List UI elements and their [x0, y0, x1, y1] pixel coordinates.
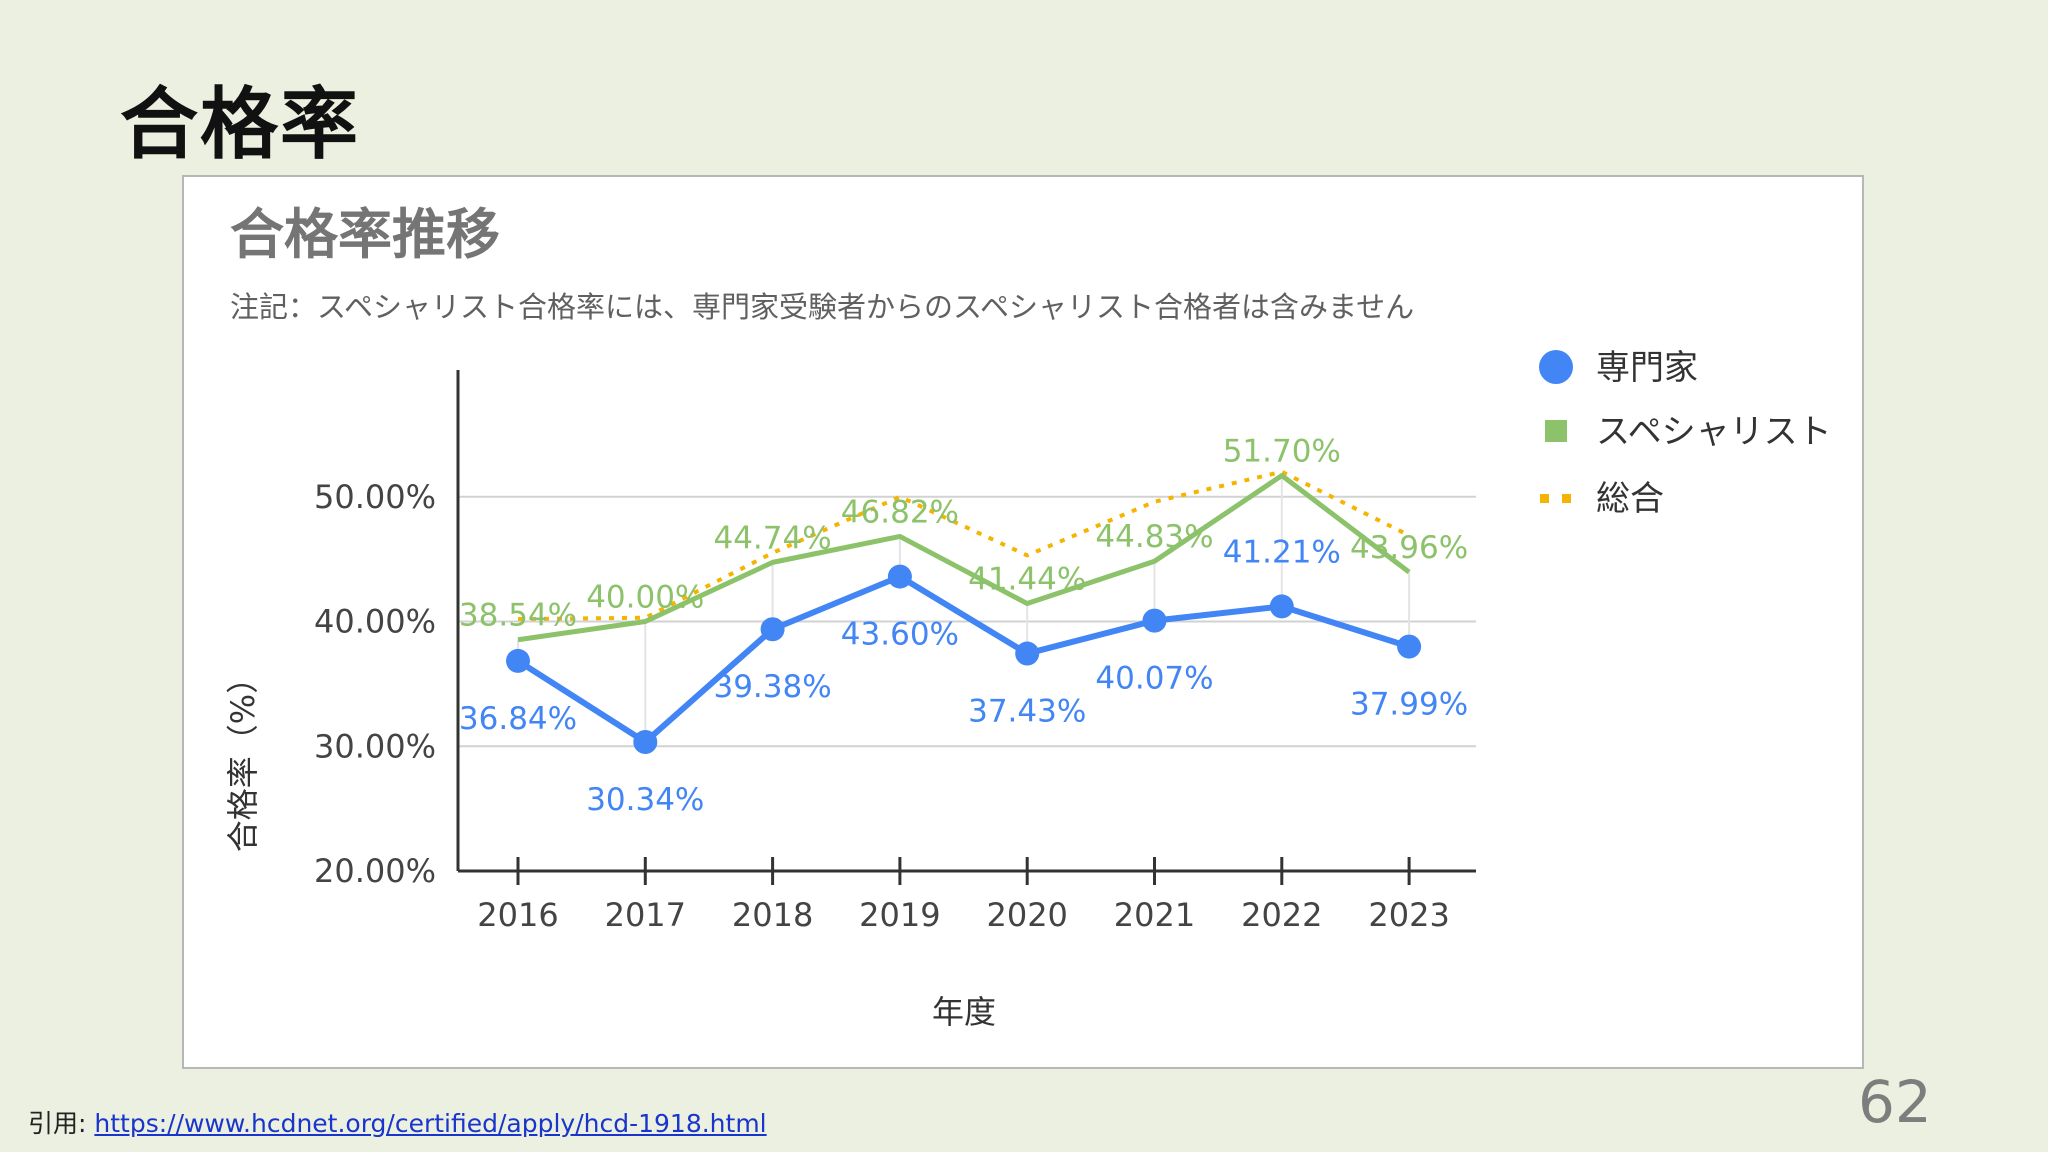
y-tick-label: 30.00% — [314, 727, 436, 765]
data-label-senmonka: 41.21% — [1223, 534, 1341, 570]
axes: 20.00% 30.00% 40.00% 50.00% 2016 2017 2018 2019… — [314, 370, 1476, 934]
line-chart: 合格率推移 注記：スペシャリスト合格率には、専門家受験者からのスペシャリスト合格… — [224, 203, 1832, 1031]
data-label-senmonka: 36.84% — [459, 701, 577, 737]
data-point-senmonka — [887, 564, 912, 589]
data-label-specialist: 51.70% — [1223, 434, 1341, 470]
data-point-senmonka — [1269, 594, 1294, 619]
data-label-specialist: 41.44% — [968, 562, 1086, 598]
data-point-senmonka — [1142, 608, 1167, 633]
x-tick-label: 2020 — [986, 896, 1067, 934]
data-label-senmonka: 39.38% — [713, 669, 831, 705]
data-label-senmonka: 37.43% — [968, 694, 1086, 730]
series-line-senmonka — [516, 573, 1411, 746]
x-tick-label: 2018 — [732, 896, 813, 934]
x-tick-label: 2021 — [1114, 896, 1195, 934]
chart-subtitle: 注記：スペシャリスト合格率には、専門家受験者からのスペシャリスト合格者は含みませ… — [230, 290, 1414, 324]
data-point-senmonka — [633, 730, 658, 755]
citation: 引用: https://www.hcdnet.org/certified/app… — [28, 1104, 767, 1140]
data-label-specialist: 44.83% — [1095, 519, 1213, 555]
data-label-specialist: 44.74% — [713, 520, 831, 556]
y-tick-label: 20.00% — [314, 852, 436, 890]
data-label-specialist: 40.00% — [586, 580, 704, 616]
chart-frame: 合格率推移 注記：スペシャリスト合格率には、専門家受験者からのスペシャリスト合格… — [182, 175, 1864, 1069]
slide-title: 合格率 — [120, 80, 361, 170]
legend-label-total: 総合 — [1596, 479, 1664, 519]
x-tick-label: 2022 — [1241, 896, 1322, 934]
y-tick-label: 50.00% — [314, 478, 436, 516]
data-label-senmonka: 43.60% — [841, 617, 959, 653]
page-number: 62 — [1858, 1068, 1932, 1136]
x-tick-label: 2019 — [859, 896, 940, 934]
legend-marker-senmonka — [1539, 350, 1573, 384]
y-tick-label: 40.00% — [314, 603, 436, 641]
data-point-senmonka — [1397, 634, 1422, 659]
legend-label-senmonka: 専門家 — [1596, 348, 1698, 388]
x-tick-label: 2016 — [477, 896, 558, 934]
data-label-senmonka: 37.99% — [1350, 687, 1468, 723]
legend-marker-total — [1540, 494, 1549, 503]
data-label-specialist: 46.82% — [841, 494, 959, 530]
chart-title: 合格率推移 — [230, 203, 500, 266]
legend-marker-total — [1562, 494, 1571, 503]
data-label-senmonka: 30.34% — [586, 782, 704, 818]
data-point-senmonka — [506, 648, 530, 673]
x-tick-label: 2023 — [1368, 896, 1449, 934]
citation-link[interactable]: https://www.hcdnet.org/certified/apply/h… — [94, 1109, 767, 1138]
data-label-specialist: 43.96% — [1350, 530, 1468, 566]
series-line-specialist — [517, 473, 1411, 643]
series-line-total — [517, 469, 1410, 622]
data-label-specialist: 38.54% — [459, 598, 577, 634]
x-axis-label: 年度 — [932, 993, 996, 1031]
legend-label-specialist: スペシャリスト — [1596, 412, 1832, 452]
data-label-senmonka: 40.07% — [1095, 661, 1213, 697]
series — [506, 469, 1422, 755]
data-point-senmonka — [1015, 641, 1040, 666]
y-axis-label: 合格率（%） — [224, 662, 262, 852]
x-tick-label: 2017 — [605, 896, 686, 934]
legend-marker-specialist — [1545, 420, 1567, 442]
citation-prefix: 引用: — [28, 1109, 95, 1138]
data-labels: 38.54%40.00%44.74% 46.82%41.44%44.83% 51.7… — [459, 434, 1468, 818]
data-point-senmonka — [760, 617, 785, 642]
